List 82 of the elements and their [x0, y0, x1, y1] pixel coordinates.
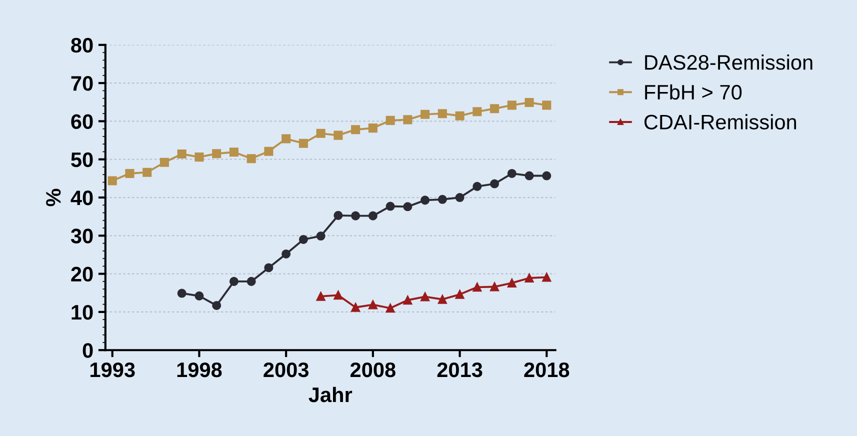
- point: [507, 100, 516, 110]
- y-tick-label: 20: [71, 266, 93, 282]
- point: [507, 278, 516, 288]
- point: [438, 109, 447, 118]
- point: [316, 232, 326, 241]
- x-axis-title: Jahr: [308, 386, 352, 402]
- point: [490, 104, 500, 114]
- point: [455, 111, 464, 120]
- point: [472, 282, 482, 292]
- legend-label: DAS28-Remission: [645, 54, 812, 70]
- point: [420, 196, 430, 205]
- point: [455, 192, 464, 202]
- point: [351, 211, 360, 220]
- x-tick-label: 2013: [437, 362, 482, 378]
- point: [368, 300, 378, 310]
- point: [125, 168, 134, 178]
- y-tick-label: 0: [82, 343, 93, 358]
- point: [298, 234, 308, 244]
- point: [472, 107, 482, 116]
- point: [368, 124, 378, 133]
- point: [507, 168, 516, 178]
- legend-label: FFbH > 70: [645, 84, 742, 100]
- point: [403, 296, 412, 305]
- point: [524, 171, 534, 180]
- point: [334, 210, 343, 220]
- point: [420, 110, 430, 119]
- point: [212, 300, 222, 310]
- x-tick-label: 1998: [177, 362, 222, 378]
- point: [351, 125, 360, 134]
- x-tick-label: 2008: [350, 362, 396, 378]
- point: [386, 202, 395, 211]
- point: [316, 128, 326, 138]
- point: [542, 100, 552, 110]
- point: [177, 288, 186, 298]
- point: [438, 294, 447, 304]
- y-axis-title: %: [46, 188, 61, 206]
- point: [524, 98, 534, 108]
- point: [455, 290, 464, 299]
- point: [438, 194, 447, 204]
- point: [194, 291, 204, 300]
- y-tick-label: 30: [70, 228, 93, 244]
- point: [351, 302, 360, 312]
- point: [334, 130, 343, 140]
- point: [403, 202, 412, 212]
- point: [108, 176, 117, 186]
- point: [229, 276, 238, 286]
- point: [264, 146, 274, 156]
- y-tick-label: 40: [70, 190, 93, 206]
- point: [316, 292, 326, 301]
- point: [386, 116, 395, 125]
- point: [298, 138, 308, 148]
- point: [282, 249, 291, 258]
- y-tick-label: 50: [71, 152, 93, 168]
- x-tick-label: 2003: [264, 362, 308, 378]
- point: [524, 273, 534, 283]
- point: [246, 154, 256, 164]
- point: [194, 152, 204, 162]
- point: [264, 263, 274, 272]
- y-tick-label: 80: [71, 38, 93, 53]
- point: [246, 276, 256, 286]
- point: [386, 304, 395, 313]
- point: [334, 290, 343, 300]
- point: [490, 282, 500, 292]
- point: [420, 292, 430, 302]
- point: [229, 148, 238, 157]
- point: [368, 211, 378, 220]
- point: [177, 150, 186, 159]
- point: [542, 272, 552, 282]
- point: [212, 149, 222, 158]
- x-tick-label: 2018: [524, 362, 570, 378]
- y-tick-label: 70: [71, 76, 93, 91]
- point: [490, 179, 500, 188]
- y-tick-label: 10: [72, 304, 93, 320]
- point: [403, 115, 412, 124]
- y-tick-label: 60: [71, 114, 93, 129]
- legend-label: CDAI-Remission: [644, 114, 796, 130]
- point: [282, 134, 291, 144]
- point: [160, 158, 169, 167]
- x-tick-label: 1993: [90, 362, 135, 378]
- point: [542, 171, 552, 180]
- point: [142, 168, 152, 177]
- point: [472, 182, 482, 191]
